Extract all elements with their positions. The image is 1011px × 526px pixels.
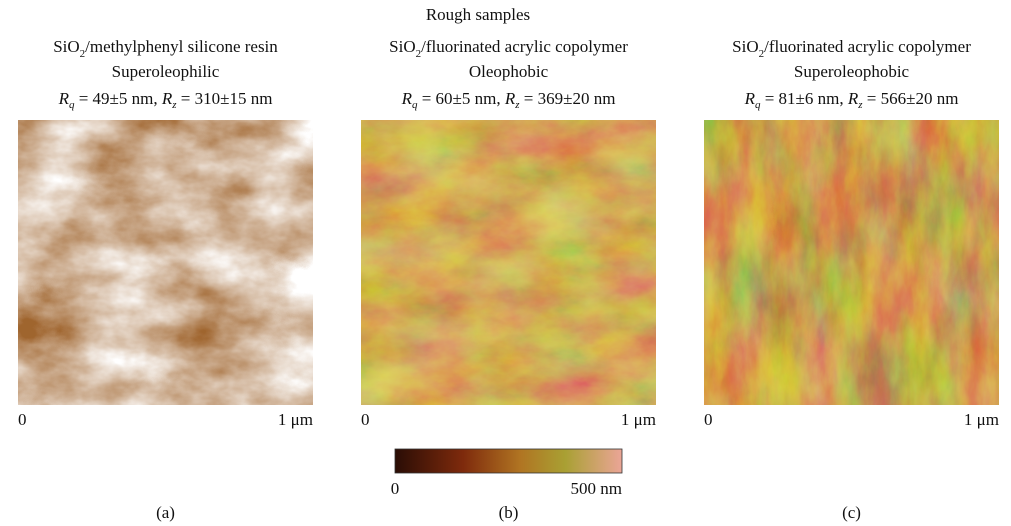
rz-subscript: z [514,99,520,111]
rq-symbol: R [58,89,70,108]
material-label: SiO2/fluorinated acrylic copolymer [389,37,628,60]
axis-end-label: 1 μm [964,410,999,429]
material-subscript: 2 [80,48,86,60]
figure-title: Rough samples [426,5,530,24]
roughness-label: Rq = 81±6 nm, Rz = 566±20 nm [744,89,959,111]
roughness-label: Rq = 49±5 nm, Rz = 310±15 nm [58,89,273,111]
panel-label: (b) [499,503,519,522]
axis-start-label: 0 [704,410,713,429]
rz-value: = 310±15 nm [177,89,273,108]
wetting-label: Superoleophobic [794,62,910,81]
afm-image [18,120,313,405]
rz-symbol: R [161,89,173,108]
axis-end-label: 1 μm [621,410,656,429]
colorbar-max-label: 500 nm [571,479,622,498]
roughness-label: Rq = 60±5 nm, Rz = 369±20 nm [401,89,616,111]
rz-value: = 369±20 nm [520,89,616,108]
axis-end-label: 1 μm [278,410,313,429]
rq-subscript: q [755,99,761,111]
rq-symbol: R [401,89,413,108]
material-rest: /fluorinated acrylic copolymer [764,37,971,56]
rq-value: = 81±6 nm, [760,89,847,108]
material-rest: /fluorinated acrylic copolymer [421,37,628,56]
axis-start-label: 0 [361,410,370,429]
rq-subscript: q [69,99,75,111]
panel-label: (a) [156,503,175,522]
rq-symbol: R [744,89,756,108]
rz-symbol: R [504,89,516,108]
rq-subscript: q [412,99,418,111]
rz-symbol: R [847,89,859,108]
rz-value: = 566±20 nm [863,89,959,108]
wetting-label: Superoleophilic [112,62,220,81]
material-label: SiO2/methylphenyl silicone resin [53,37,278,60]
material-base: SiO [732,37,758,56]
rz-subscript: z [857,99,863,111]
material-rest: /methylphenyl silicone resin [85,37,278,56]
material-subscript: 2 [759,48,765,60]
afm-image [361,120,656,405]
afm-image [704,120,999,405]
colorbar-min-label: 0 [391,479,400,498]
material-base: SiO [53,37,79,56]
colorbar [394,448,623,474]
wetting-label: Oleophobic [469,62,549,81]
material-label: SiO2/fluorinated acrylic copolymer [732,37,971,60]
rz-subscript: z [171,99,177,111]
panel-label: (c) [842,503,861,522]
axis-start-label: 0 [18,410,27,429]
rq-value: = 49±5 nm, [74,89,161,108]
material-subscript: 2 [416,48,422,60]
rq-value: = 60±5 nm, [417,89,504,108]
material-base: SiO [389,37,415,56]
